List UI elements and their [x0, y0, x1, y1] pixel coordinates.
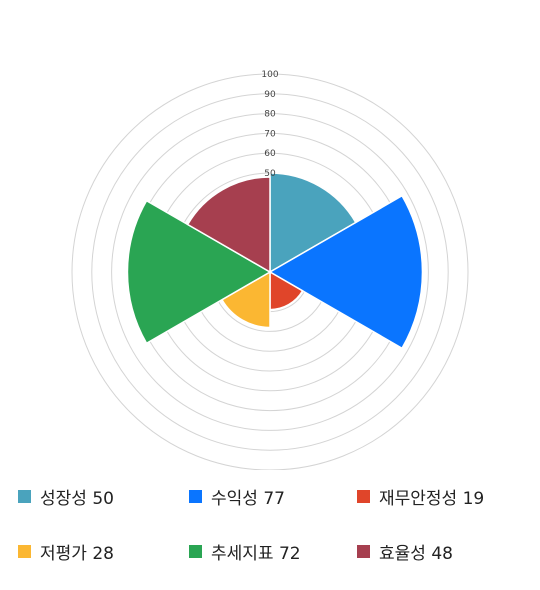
sectors — [126, 172, 424, 350]
legend-item-trend-indicator[interactable]: 추세지표 72 — [189, 539, 301, 564]
tick-label-100: 100 — [261, 70, 278, 80]
legend-label: 수익성 77 — [211, 489, 285, 509]
polar-area-chart: 100 90 80 70 60 50 — [71, 70, 469, 470]
legend-swatch — [189, 545, 202, 558]
legend-label: 재무안정성 19 — [379, 489, 485, 509]
tick-label-90: 90 — [264, 90, 276, 100]
legend-label: 효율성 48 — [379, 544, 453, 564]
legend-item-growth[interactable]: 성장성 50 — [18, 484, 114, 509]
sector-5[interactable] — [126, 199, 272, 345]
sector-1[interactable] — [269, 172, 357, 274]
tick-labels: 100 90 80 70 60 50 — [261, 70, 278, 179]
grid-circle — [111, 113, 429, 431]
sector-2[interactable] — [268, 194, 424, 350]
tick-label-70: 70 — [264, 129, 276, 139]
sector-6[interactable] — [186, 176, 271, 274]
legend-swatch — [18, 490, 31, 503]
legend-swatch — [357, 490, 370, 503]
grid-circle — [71, 73, 469, 470]
legend-swatch — [18, 545, 31, 558]
sector-4[interactable] — [220, 270, 271, 329]
legend-item-financial-stability[interactable]: 재무안정성 19 — [357, 484, 484, 509]
legend-label: 추세지표 72 — [211, 544, 301, 564]
tick-label-60: 60 — [264, 149, 276, 159]
tick-label-50: 50 — [264, 169, 276, 179]
legend-label: 성장성 50 — [40, 489, 114, 509]
grid-circle — [91, 93, 449, 451]
legend-item-profitability[interactable]: 수익성 77 — [189, 484, 285, 509]
legend-swatch — [189, 490, 202, 503]
legend-label: 저평가 28 — [40, 544, 114, 564]
legend-swatch — [357, 545, 370, 558]
tick-label-80: 80 — [264, 110, 276, 120]
legend-item-undervaluation[interactable]: 저평가 28 — [18, 539, 114, 564]
legend-item-efficiency[interactable]: 효율성 48 — [357, 539, 453, 564]
